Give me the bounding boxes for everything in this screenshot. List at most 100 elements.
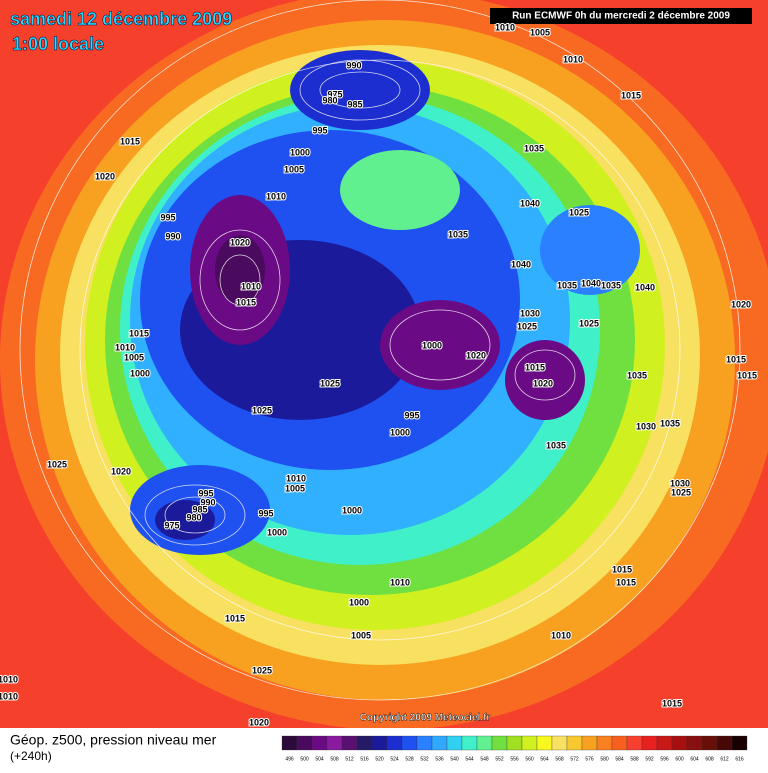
isobar-label: 1020	[111, 466, 131, 476]
color-swatch	[356, 735, 373, 751]
run-info: Run ECMWF 0h du mercredi 2 décembre 2009	[512, 11, 730, 22]
color-swatch	[476, 735, 493, 751]
color-swatch	[371, 735, 388, 751]
isobar-label: 990	[165, 231, 180, 241]
colorbar-label: 512	[345, 756, 354, 762]
isobar-label: 1015	[737, 370, 757, 380]
isobar-label: 1010	[241, 281, 261, 291]
color-swatch	[416, 735, 433, 751]
isobar-label: 1015	[616, 577, 636, 587]
time: 1:00 locale	[12, 34, 104, 54]
isobar-label: 995	[312, 125, 327, 135]
isobar-label: 1000	[422, 340, 442, 350]
color-swatch	[686, 735, 703, 751]
isobar-label: 985	[347, 99, 362, 109]
colorbar-label: 560	[525, 756, 534, 762]
isobar-label: 1035	[448, 229, 468, 239]
isobar-label: 1040	[581, 278, 601, 288]
color-swatch	[731, 735, 748, 751]
colorbar-label: 600	[675, 756, 684, 762]
isobar-label: 980	[322, 95, 337, 105]
colorbar-label: 568	[555, 756, 564, 762]
isobar-label: 1010	[115, 342, 135, 352]
colorbar-label: 524	[390, 756, 399, 762]
colorbar-label: 564	[540, 756, 549, 762]
legend-lead: (+240h)	[10, 749, 52, 763]
isobar-label: 1000	[267, 527, 287, 537]
isobar-label: 1020	[466, 350, 486, 360]
colorbar-label: 604	[690, 756, 699, 762]
colorbar: 496 500 504 508 512 516 520 524 528 532 536 540 544 5…	[281, 735, 748, 762]
isobar-label: 1005	[285, 483, 305, 493]
isobar-label: 1000	[390, 427, 410, 437]
colorbar-label: 544	[465, 756, 474, 762]
color-swatch	[506, 735, 523, 751]
colorbar-label: 584	[615, 756, 624, 762]
color-swatch	[536, 735, 553, 751]
isobar-label: 1035	[627, 370, 647, 380]
isobar-label: 1000	[130, 368, 150, 378]
isobar-label: 1035	[524, 143, 544, 153]
isobar-label: 1010	[286, 473, 306, 483]
colorbar-label: 532	[420, 756, 429, 762]
isobar-label: 1015	[726, 354, 746, 364]
isobar-label: 1025	[569, 207, 589, 217]
colorbar-label: 520	[375, 756, 384, 762]
isobar-label: 1010	[266, 191, 286, 201]
color-swatch	[386, 735, 403, 751]
colorbar-label: 516	[360, 756, 369, 762]
color-swatch	[491, 735, 508, 751]
isobar-label: 1005	[530, 27, 550, 37]
isobar-label: 1030	[670, 478, 690, 488]
color-swatch	[656, 735, 673, 751]
isobar-label: 1025	[47, 459, 67, 469]
map	[0, 0, 768, 728]
isobar-label: 1025	[252, 665, 272, 675]
isobar-label: 1020	[230, 237, 250, 247]
color-swatch	[701, 735, 718, 751]
isobar-label: 1035	[660, 418, 680, 428]
isobar-label: 1040	[520, 198, 540, 208]
colorbar-label: 572	[570, 756, 579, 762]
legend-title: Géop. z500, pression niveau mer	[10, 732, 217, 748]
date: samedi 12 décembre 2009	[10, 9, 232, 29]
isobar-label: 1015	[120, 136, 140, 146]
isobar-label: 1015	[621, 90, 641, 100]
isobar-label: 1035	[557, 280, 577, 290]
color-swatch	[551, 735, 568, 751]
isobar-label: 975	[164, 520, 179, 530]
isobar-label: 1005	[124, 352, 144, 362]
color-swatch	[626, 735, 643, 751]
isobar-label: 1025	[320, 378, 340, 388]
isobar-label: 1015	[612, 564, 632, 574]
isobar-label: 1010	[0, 691, 18, 701]
isobar-label: 1035	[601, 280, 621, 290]
isobar-label: 1015	[236, 297, 256, 307]
isobar-label: 1015	[129, 328, 149, 338]
isobar-label: 1000	[342, 505, 362, 515]
colorbar-label: 496	[285, 756, 294, 762]
colorbar-label: 612	[720, 756, 729, 762]
color-swatch	[326, 735, 343, 751]
isobar-label: 1000	[290, 147, 310, 157]
isobar-label: 1020	[533, 378, 553, 388]
color-swatch	[401, 735, 418, 751]
isobar-label: 1020	[95, 171, 115, 181]
isobar-label: 1025	[671, 487, 691, 497]
color-swatch	[641, 735, 658, 751]
isobar-label: 980	[186, 512, 201, 522]
colorbar-label: 508	[330, 756, 339, 762]
isobar-label: 1010	[390, 577, 410, 587]
colorbar-label: 536	[435, 756, 444, 762]
isobar-label: 1015	[525, 362, 545, 372]
colorbar-label: 548	[480, 756, 489, 762]
color-swatch	[446, 735, 463, 751]
isobar-label: 1010	[563, 54, 583, 64]
isobar-label: 1025	[517, 321, 537, 331]
color-swatch	[461, 735, 478, 751]
isobar-label: 1005	[284, 164, 304, 174]
isobar-label: 1035	[546, 440, 566, 450]
color-swatch	[671, 735, 688, 751]
